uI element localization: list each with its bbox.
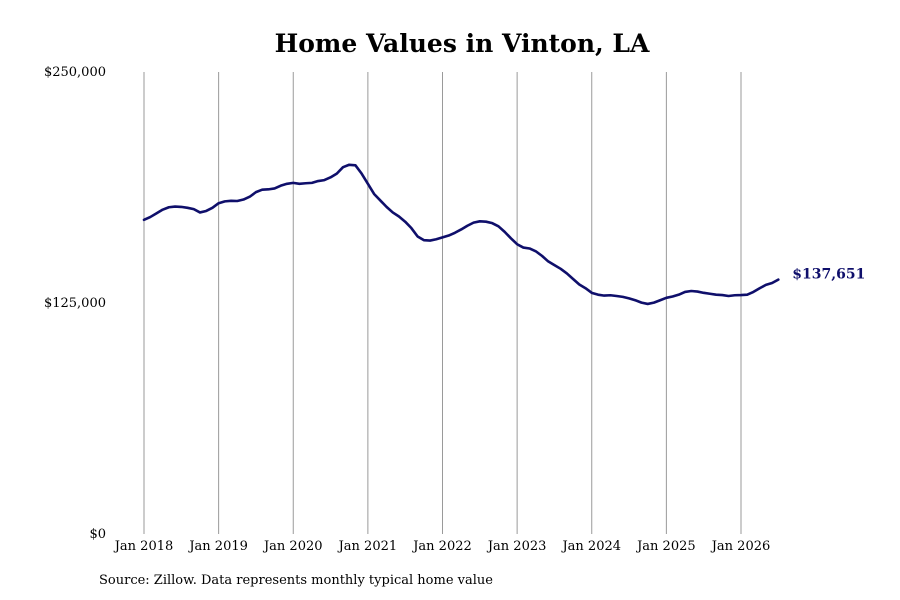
source-note: Source: Zillow. Data represents monthly … — [99, 573, 493, 588]
x-tick-label: Jan 2025 — [635, 539, 696, 554]
chart-title: Home Values in Vinton, LA — [275, 29, 650, 58]
x-axis: Jan 2018 Jan 2019 Jan 2020 Jan 2021 Jan 2022… — [113, 539, 771, 554]
y-tick-label: $250,000 — [44, 65, 106, 80]
series-line — [142, 163, 780, 306]
x-tick-label: Jan 2018 — [113, 539, 174, 554]
gridlines — [143, 72, 742, 534]
x-tick-label: Jan 2020 — [262, 539, 323, 554]
series-group — [142, 163, 780, 306]
x-tick-label: Jan 2019 — [187, 539, 248, 554]
x-tick-label: Jan 2023 — [486, 539, 547, 554]
y-tick-label: $0 — [89, 527, 106, 542]
last-value-label: $137,651 — [792, 267, 865, 283]
x-tick-label: Jan 2024 — [560, 539, 621, 554]
x-tick-label: Jan 2022 — [411, 539, 472, 554]
x-tick-label: Jan 2026 — [710, 539, 771, 554]
y-axis: $0 $125,000 $250,000 — [44, 65, 106, 542]
x-tick-label: Jan 2021 — [337, 539, 398, 554]
y-tick-label: $125,000 — [44, 296, 106, 311]
